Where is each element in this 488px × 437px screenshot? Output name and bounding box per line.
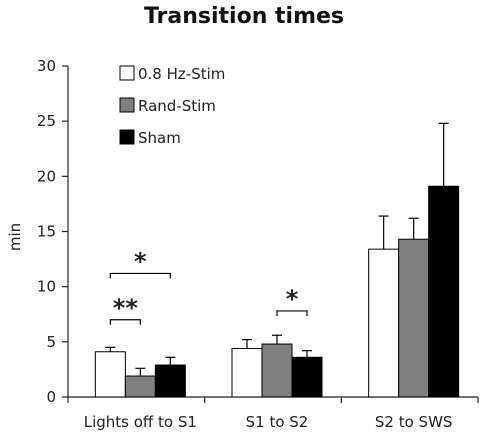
legend-label: Rand-Stim xyxy=(138,97,216,115)
legend-label: 0.8 Hz-Stim xyxy=(138,65,225,83)
legend-swatch xyxy=(119,65,135,81)
significance-label: * xyxy=(134,247,147,275)
y-tick-label: 30 xyxy=(37,57,56,75)
bar xyxy=(261,343,293,398)
bar xyxy=(231,347,263,398)
bar xyxy=(428,185,460,398)
bar xyxy=(154,364,186,398)
x-tick-label: Lights off to S1 xyxy=(84,413,197,431)
bars xyxy=(94,185,460,398)
y-tick-label: 0 xyxy=(46,388,56,406)
legend: 0.8 Hz-Stim Rand-Stim Sham xyxy=(119,65,225,147)
legend-swatch xyxy=(119,129,135,145)
y-tick-label: 20 xyxy=(37,167,56,185)
chart-title: Transition times xyxy=(143,4,345,29)
y-tick-label: 10 xyxy=(37,278,56,296)
bar xyxy=(368,248,400,398)
y-tick-label: 5 xyxy=(46,333,56,351)
y-tick-label: 15 xyxy=(37,223,56,241)
bar xyxy=(94,351,126,398)
x-tick-label: S2 to SWS xyxy=(375,413,453,431)
x-tick-label: S1 to S2 xyxy=(246,413,309,431)
significance-bracket xyxy=(109,319,141,325)
y-axis-label: min xyxy=(6,223,24,251)
significance-bracket xyxy=(109,272,171,279)
significance-label: * xyxy=(286,285,299,313)
legend-label: Sham xyxy=(138,129,181,147)
significance-markers: *** * xyxy=(109,247,308,325)
significance-bracket xyxy=(276,310,308,316)
bar xyxy=(291,356,323,398)
significance-label: ** xyxy=(113,294,139,322)
bar xyxy=(398,238,430,398)
legend-swatch xyxy=(119,97,135,113)
error-bars xyxy=(105,122,449,377)
bar xyxy=(124,375,156,398)
y-tick-label: 25 xyxy=(37,112,56,130)
